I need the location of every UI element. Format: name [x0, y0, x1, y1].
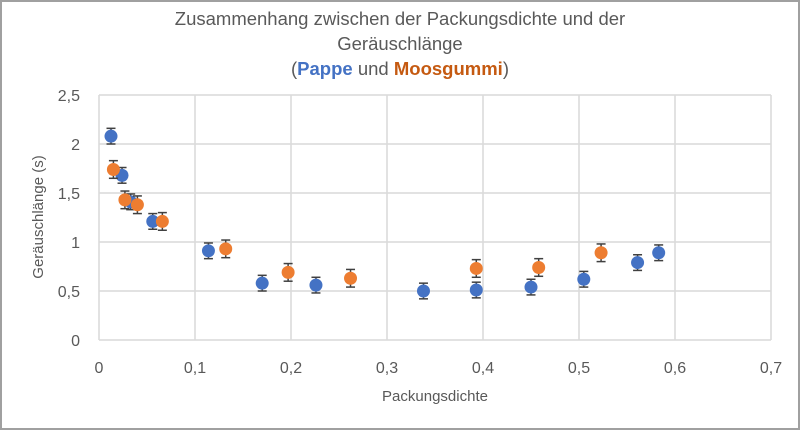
chart-title-line-3: (Pappe und Moosgummi) [0, 56, 800, 81]
data-point [104, 127, 118, 145]
y-axis-tick-labels: 0 0,5 1 1,5 2 2,5 [58, 88, 80, 350]
title-series-pappe: Pappe [297, 58, 353, 79]
x-tick-label: 0,1 [184, 360, 206, 377]
title-paren-close: ) [502, 58, 509, 79]
y-axis-title: Geräuschlänge (s) [30, 155, 47, 278]
title-paren-open: ( [291, 58, 298, 79]
data-point [106, 159, 120, 180]
x-tick-label: 0,4 [472, 360, 494, 377]
data-point [469, 258, 483, 279]
data-point [594, 243, 608, 263]
data-point [155, 211, 169, 231]
data-point [532, 257, 546, 278]
x-tick-label: 0,5 [568, 360, 590, 377]
data-series [104, 127, 666, 300]
title-und: und [352, 58, 394, 79]
chart-title-line-1: Zusammenhang zwischen der Packungsdichte… [174, 8, 626, 29]
x-axis-title: Packungsdichte [382, 388, 488, 405]
data-point [255, 274, 269, 292]
data-point [201, 242, 215, 260]
data-point [524, 278, 538, 296]
data-point [344, 268, 358, 288]
data-point [281, 262, 295, 282]
x-tick-label: 0,6 [664, 360, 686, 377]
title-series-moosgummi: Moosgummi [393, 58, 503, 79]
x-tick-label: 0,2 [280, 360, 302, 377]
chart-title: Zusammenhang zwischen der Packungsdichte… [0, 6, 800, 81]
data-point [469, 281, 483, 299]
y-tick-label: 1 [71, 235, 80, 252]
x-tick-label: 0,7 [760, 360, 782, 377]
y-tick-label: 0 [71, 333, 80, 350]
data-point [416, 282, 430, 300]
y-tick-label: 2,5 [58, 88, 80, 105]
data-point [130, 195, 144, 215]
x-tick-label: 0,3 [376, 360, 398, 377]
y-tick-label: 2 [71, 137, 80, 154]
x-tick-label: 0 [95, 360, 104, 377]
data-point [118, 190, 132, 210]
y-tick-label: 1,5 [58, 186, 80, 203]
series-moosgummi [106, 159, 608, 288]
data-point [577, 270, 591, 288]
gridlines [98, 94, 772, 341]
data-point [146, 212, 160, 231]
data-point [652, 244, 666, 262]
data-point [631, 253, 645, 272]
chart-title-line-2: Geräuschlänge [337, 33, 463, 54]
data-point [219, 239, 233, 259]
data-point [309, 276, 323, 294]
series-pappe [104, 127, 666, 300]
y-tick-label: 0,5 [58, 284, 80, 301]
x-axis-tick-labels: 0 0,1 0,2 0,3 0,4 0,5 0,6 0,7 [95, 360, 783, 377]
